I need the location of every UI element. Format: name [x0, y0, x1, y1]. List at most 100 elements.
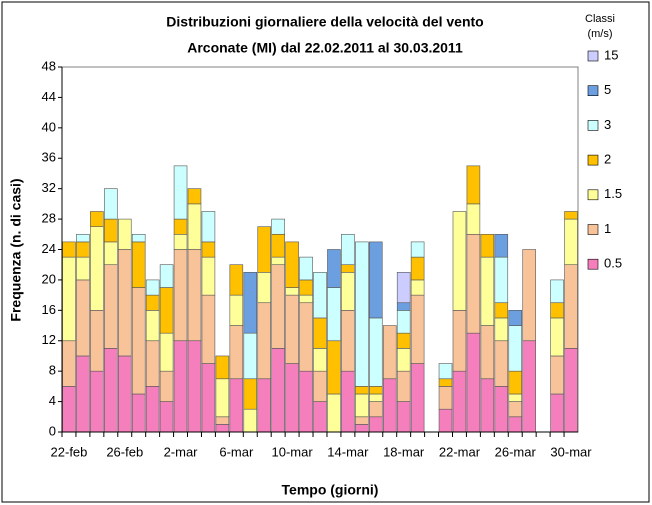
- bar-segment: [396, 272, 411, 304]
- bar-segment: [410, 241, 425, 258]
- bar-segment: [271, 256, 285, 266]
- bar-segment: [369, 386, 383, 395]
- bar-segment: [369, 416, 383, 433]
- bar-segment: [355, 416, 369, 425]
- bar-segment: [438, 408, 453, 433]
- bar-segment: [508, 393, 523, 402]
- bar-segment: [564, 264, 578, 349]
- bar-segment: [229, 264, 244, 296]
- bar-segment: [117, 218, 132, 250]
- legend-swatch: [587, 224, 599, 235]
- bar-segment: [494, 386, 509, 433]
- bar-segment: [452, 370, 467, 433]
- bar-segment: [355, 424, 369, 433]
- bar-segment: [396, 370, 411, 402]
- y-tick-label: 48: [42, 58, 56, 73]
- bar-segment: [341, 233, 355, 266]
- bar-segment: [494, 233, 509, 258]
- bar-segment: [508, 325, 523, 372]
- bar-segment: [104, 348, 118, 433]
- x-tick-label: 22-mar: [439, 444, 481, 459]
- bar-segment: [229, 294, 244, 326]
- bar-segment: [480, 378, 495, 433]
- bar-segment: [466, 332, 481, 433]
- bar-segment: [396, 401, 411, 433]
- bar-segment: [271, 348, 285, 433]
- bar-segment: [201, 294, 216, 364]
- bar-segment: [285, 363, 299, 433]
- legend-label: 15: [604, 47, 618, 62]
- bar-segment: [145, 310, 160, 342]
- bar-segment: [341, 370, 355, 433]
- bar-segment: [271, 218, 285, 235]
- bar-segment: [452, 310, 467, 372]
- bar-segment: [243, 408, 258, 433]
- bar-segment: [522, 340, 536, 433]
- bar-segment: [257, 378, 271, 433]
- bar-segment: [173, 165, 188, 220]
- bar-segment: [313, 348, 327, 372]
- bar-segment: [327, 287, 341, 342]
- legend-title: Classi: [585, 13, 615, 25]
- bar-segment: [159, 401, 174, 433]
- bar-segment: [62, 340, 76, 387]
- bar-segment: [480, 256, 495, 326]
- bar-segment: [369, 241, 383, 319]
- x-tick-label: 10-mar: [272, 444, 314, 459]
- bar-segment: [410, 279, 425, 296]
- bar-segment: [550, 279, 564, 304]
- bar-segment: [145, 340, 160, 387]
- y-tick-label: 24: [42, 241, 56, 256]
- bar-segment: [508, 310, 523, 326]
- bar-segment: [299, 302, 313, 372]
- bar-segment: [271, 233, 285, 258]
- y-tick-label: 36: [42, 150, 56, 165]
- x-tick-label: 6-mar: [219, 444, 254, 459]
- bar-segment: [438, 378, 453, 387]
- bar-segment: [131, 287, 146, 395]
- bar-segment: [62, 241, 76, 258]
- bar-segment: [145, 279, 160, 296]
- bar-segment: [396, 348, 411, 372]
- bar-segment: [215, 378, 230, 418]
- bar-segment: [564, 211, 578, 220]
- legend-label: 1.5: [604, 186, 622, 201]
- bar-segment: [257, 226, 271, 273]
- legend-label: 2: [604, 152, 611, 167]
- bar-segment: [299, 279, 313, 296]
- legend-title: (m/s): [587, 28, 612, 40]
- bar-segment: [187, 203, 202, 250]
- bar-segment: [341, 310, 355, 372]
- bar-segment: [159, 264, 174, 288]
- bar-segment: [508, 416, 523, 433]
- bar-segment: [243, 272, 258, 334]
- bar-segment: [215, 355, 230, 380]
- y-tick-label: 4: [49, 393, 56, 408]
- bar-segment: [90, 226, 104, 311]
- bar-segment: [62, 386, 76, 433]
- bar-segment: [564, 348, 578, 433]
- y-tick-label: 16: [42, 302, 56, 317]
- bar-segment: [382, 378, 397, 433]
- legend-label: 1: [604, 221, 611, 236]
- bar-segment: [104, 264, 118, 349]
- bar-segment: [257, 272, 271, 304]
- bar-segment: [229, 325, 244, 380]
- bar-segment: [466, 203, 481, 235]
- legend-swatch: [587, 258, 599, 270]
- bar-segment: [508, 401, 523, 418]
- bar-segment: [438, 363, 453, 380]
- bar-segment: [76, 355, 90, 433]
- bar-segment: [396, 332, 411, 349]
- bar-segment: [327, 393, 341, 433]
- chart-subtitle: Arconate (MI) dal 22.02.2011 al 30.03.20…: [187, 40, 463, 56]
- bar-segment: [173, 249, 188, 342]
- bar-segment: [285, 287, 299, 296]
- y-tick-label: 8: [49, 363, 56, 378]
- bar-segment: [159, 287, 174, 334]
- bar-segment: [90, 211, 104, 227]
- bar-segment: [117, 249, 132, 357]
- bar-segment: [229, 378, 244, 433]
- bar-segment: [438, 386, 453, 410]
- bar-segment: [466, 233, 481, 334]
